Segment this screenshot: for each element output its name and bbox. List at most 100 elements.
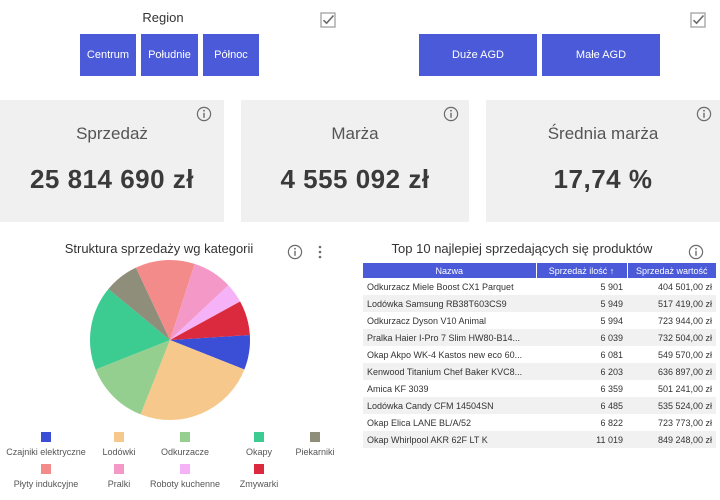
pie-chart-title: Struktura sprzedaży wg kategorii [64,241,254,256]
kpi-label: Marża [331,124,379,143]
table-row[interactable]: Lodówka Samsung RB38T603CS9 5 949 517 419,… [363,295,716,312]
legend-swatch [180,432,190,442]
value-cell: 549 570,00 zł [657,349,712,360]
product-name-cell: Okap Akpo WK-4 Kastos new eco 60... [367,349,523,360]
legend-label: Zmywarki [239,479,279,489]
kpi-card-sales: Sprzedaż 25 814 690 zł [0,100,224,222]
legend-label: Piekarniki [295,447,335,457]
products-table: Nazwa Sprzedaż ilość ↑ Sprzedaż wartość … [363,263,716,448]
kpi-value: 25 814 690 zł [29,164,195,194]
product-name-cell: Odkurzacz Dyson V10 Animal [367,315,487,326]
value-cell: 723 773,00 zł [657,417,712,428]
legend-item[interactable]: Zmywarki [219,464,299,489]
kpi-card-margin: Marża 4 555 092 zł [241,100,469,222]
product-name-cell: Lodówka Samsung RB38T603CS9 [363,295,536,312]
legend-swatch [180,464,190,474]
table-row[interactable]: Okap Akpo WK-4 Kastos new eco 60... 6 081… [363,346,716,363]
legend-item[interactable]: Piekarniki [275,432,355,457]
more-options-icon[interactable] [315,244,325,260]
kpi-label: Sprzedaż [76,124,148,143]
table-row[interactable]: Lodówka Candy CFM 14504SN 6 485 535 524,00… [363,397,716,414]
select-all-checkbox-icon[interactable] [320,12,336,28]
legend-swatch [41,432,51,442]
legend-swatch [41,464,51,474]
value-cell: 849 248,00 zł [627,431,716,448]
legend-label: Lodówki [102,447,136,457]
legend-swatch [254,464,264,474]
pie-slice-piekarniki[interactable] [108,267,170,340]
column-header-name[interactable]: Nazwa [363,263,537,278]
table-row[interactable]: Okap Whirlpool AKR 62F LT K 11 019 849 248… [363,431,716,448]
product-name-cell: Lodówka Candy CFM 14504SN [363,397,536,414]
pie-slice-płyty-indukcyjne[interactable] [135,260,195,340]
product-name-cell: Okap Elica LANE BL/A/52 [367,417,472,428]
table-row[interactable]: Pralka Haier I-Pro 7 Slim HW80-B14... 6 0… [363,329,716,346]
legend-swatch [114,464,124,474]
kpi-label: Średnia marża [547,124,659,143]
value-cell: 517 419,00 zł [627,295,716,312]
quantity-cell: 11 019 [536,431,627,448]
product-name-cell: Kenwood Titanium Chef Baker KVC8... [363,363,536,380]
value-cell: 501 241,00 zł [657,383,712,394]
legend-item[interactable]: Lodówki [79,432,159,457]
quantity-cell: 5 994 [600,315,623,326]
legend-label: Płyty indukcyjne [13,479,79,489]
pie-chart [90,260,250,421]
legend-item[interactable]: Odkurzacze [145,432,225,457]
region-button-poludnie[interactable]: Południe [141,34,198,76]
quantity-cell: 6 359 [600,383,623,394]
column-header-value[interactable]: Sprzedaż wartość [627,263,716,278]
select-all-checkbox-icon[interactable] [690,12,706,28]
value-cell: 723 944,00 zł [657,315,712,326]
pie-slice-pralki[interactable] [170,263,229,340]
table-row[interactable]: Kenwood Titanium Chef Baker KVC8... 6 203… [363,363,716,380]
info-icon[interactable] [696,106,712,122]
product-name-cell: Pralka Haier I-Pro 7 Slim HW80-B14... [363,329,536,346]
legend-item[interactable]: Roboty kuchenne [145,464,225,489]
value-cell: 732 504,00 zł [627,329,716,346]
legend-item[interactable]: Pralki [79,464,159,489]
kpi-value: 4 555 092 zł [280,164,430,194]
pie-slice-odkurzacze[interactable] [95,340,170,415]
legend-swatch [254,432,264,442]
pie-slice-lodówki[interactable] [140,340,245,421]
region-button-centrum[interactable]: Centrum [80,34,136,76]
pie-slice-czajniki-elektryczne[interactable] [170,334,250,370]
quantity-cell: 6 822 [600,417,623,428]
table-title: Top 10 najlepiej sprzedających się produ… [391,241,653,256]
quantity-cell: 6 203 [536,363,627,380]
legend-item[interactable]: Czajniki elektryczne [6,432,86,457]
legend-swatch [114,432,124,442]
product-name-cell: Odkurzacz Miele Boost CX1 Parquet [367,281,514,292]
category-button-male-agd[interactable]: Małe AGD [542,34,660,76]
info-icon[interactable] [443,106,459,122]
table-row[interactable]: Odkurzacz Dyson V10 Animal 5 994 723 944,0… [363,312,716,329]
quantity-cell: 6 039 [536,329,627,346]
pie-slice-okapy[interactable] [90,289,170,370]
legend-label: Pralki [107,479,131,489]
info-icon[interactable] [688,244,704,260]
pie-slice-roboty-kuchenne[interactable] [170,285,241,340]
legend-label: Odkurzacze [160,447,210,457]
quantity-cell: 6 485 [536,397,627,414]
table-row[interactable]: Odkurzacz Miele Boost CX1 Parquet 5 901 40… [363,278,716,295]
pie-slice-zmywarki[interactable] [170,301,250,340]
info-icon[interactable] [196,106,212,122]
legend-label: Okapy [245,447,272,457]
region-button-polnoc[interactable]: Północ [203,34,259,76]
legend-item[interactable]: Okapy [219,432,299,457]
sort-ascending-icon[interactable]: ↑ [609,265,615,276]
legend-swatch [310,432,320,442]
kpi-value: 17,74 % [553,164,653,194]
table-row[interactable]: Okap Elica LANE BL/A/52 6 822 723 773,00 z… [363,414,716,431]
legend-item[interactable]: Płyty indukcyjne [6,464,86,489]
info-icon[interactable] [287,244,303,260]
column-header-quantity[interactable]: Sprzedaż ilość ↑ [536,263,628,278]
legend-label: Roboty kuchenne [149,479,221,489]
table-row[interactable]: Amica KF 3039 6 359 501 241,00 zł [363,380,716,397]
category-button-duze-agd[interactable]: Duże AGD [419,34,537,76]
product-name-cell: Amica KF 3039 [367,383,429,394]
value-cell: 404 501,00 zł [657,281,712,292]
kpi-card-average-margin: Średnia marża 17,74 % [486,100,720,222]
product-name-cell: Okap Whirlpool AKR 62F LT K [363,431,536,448]
